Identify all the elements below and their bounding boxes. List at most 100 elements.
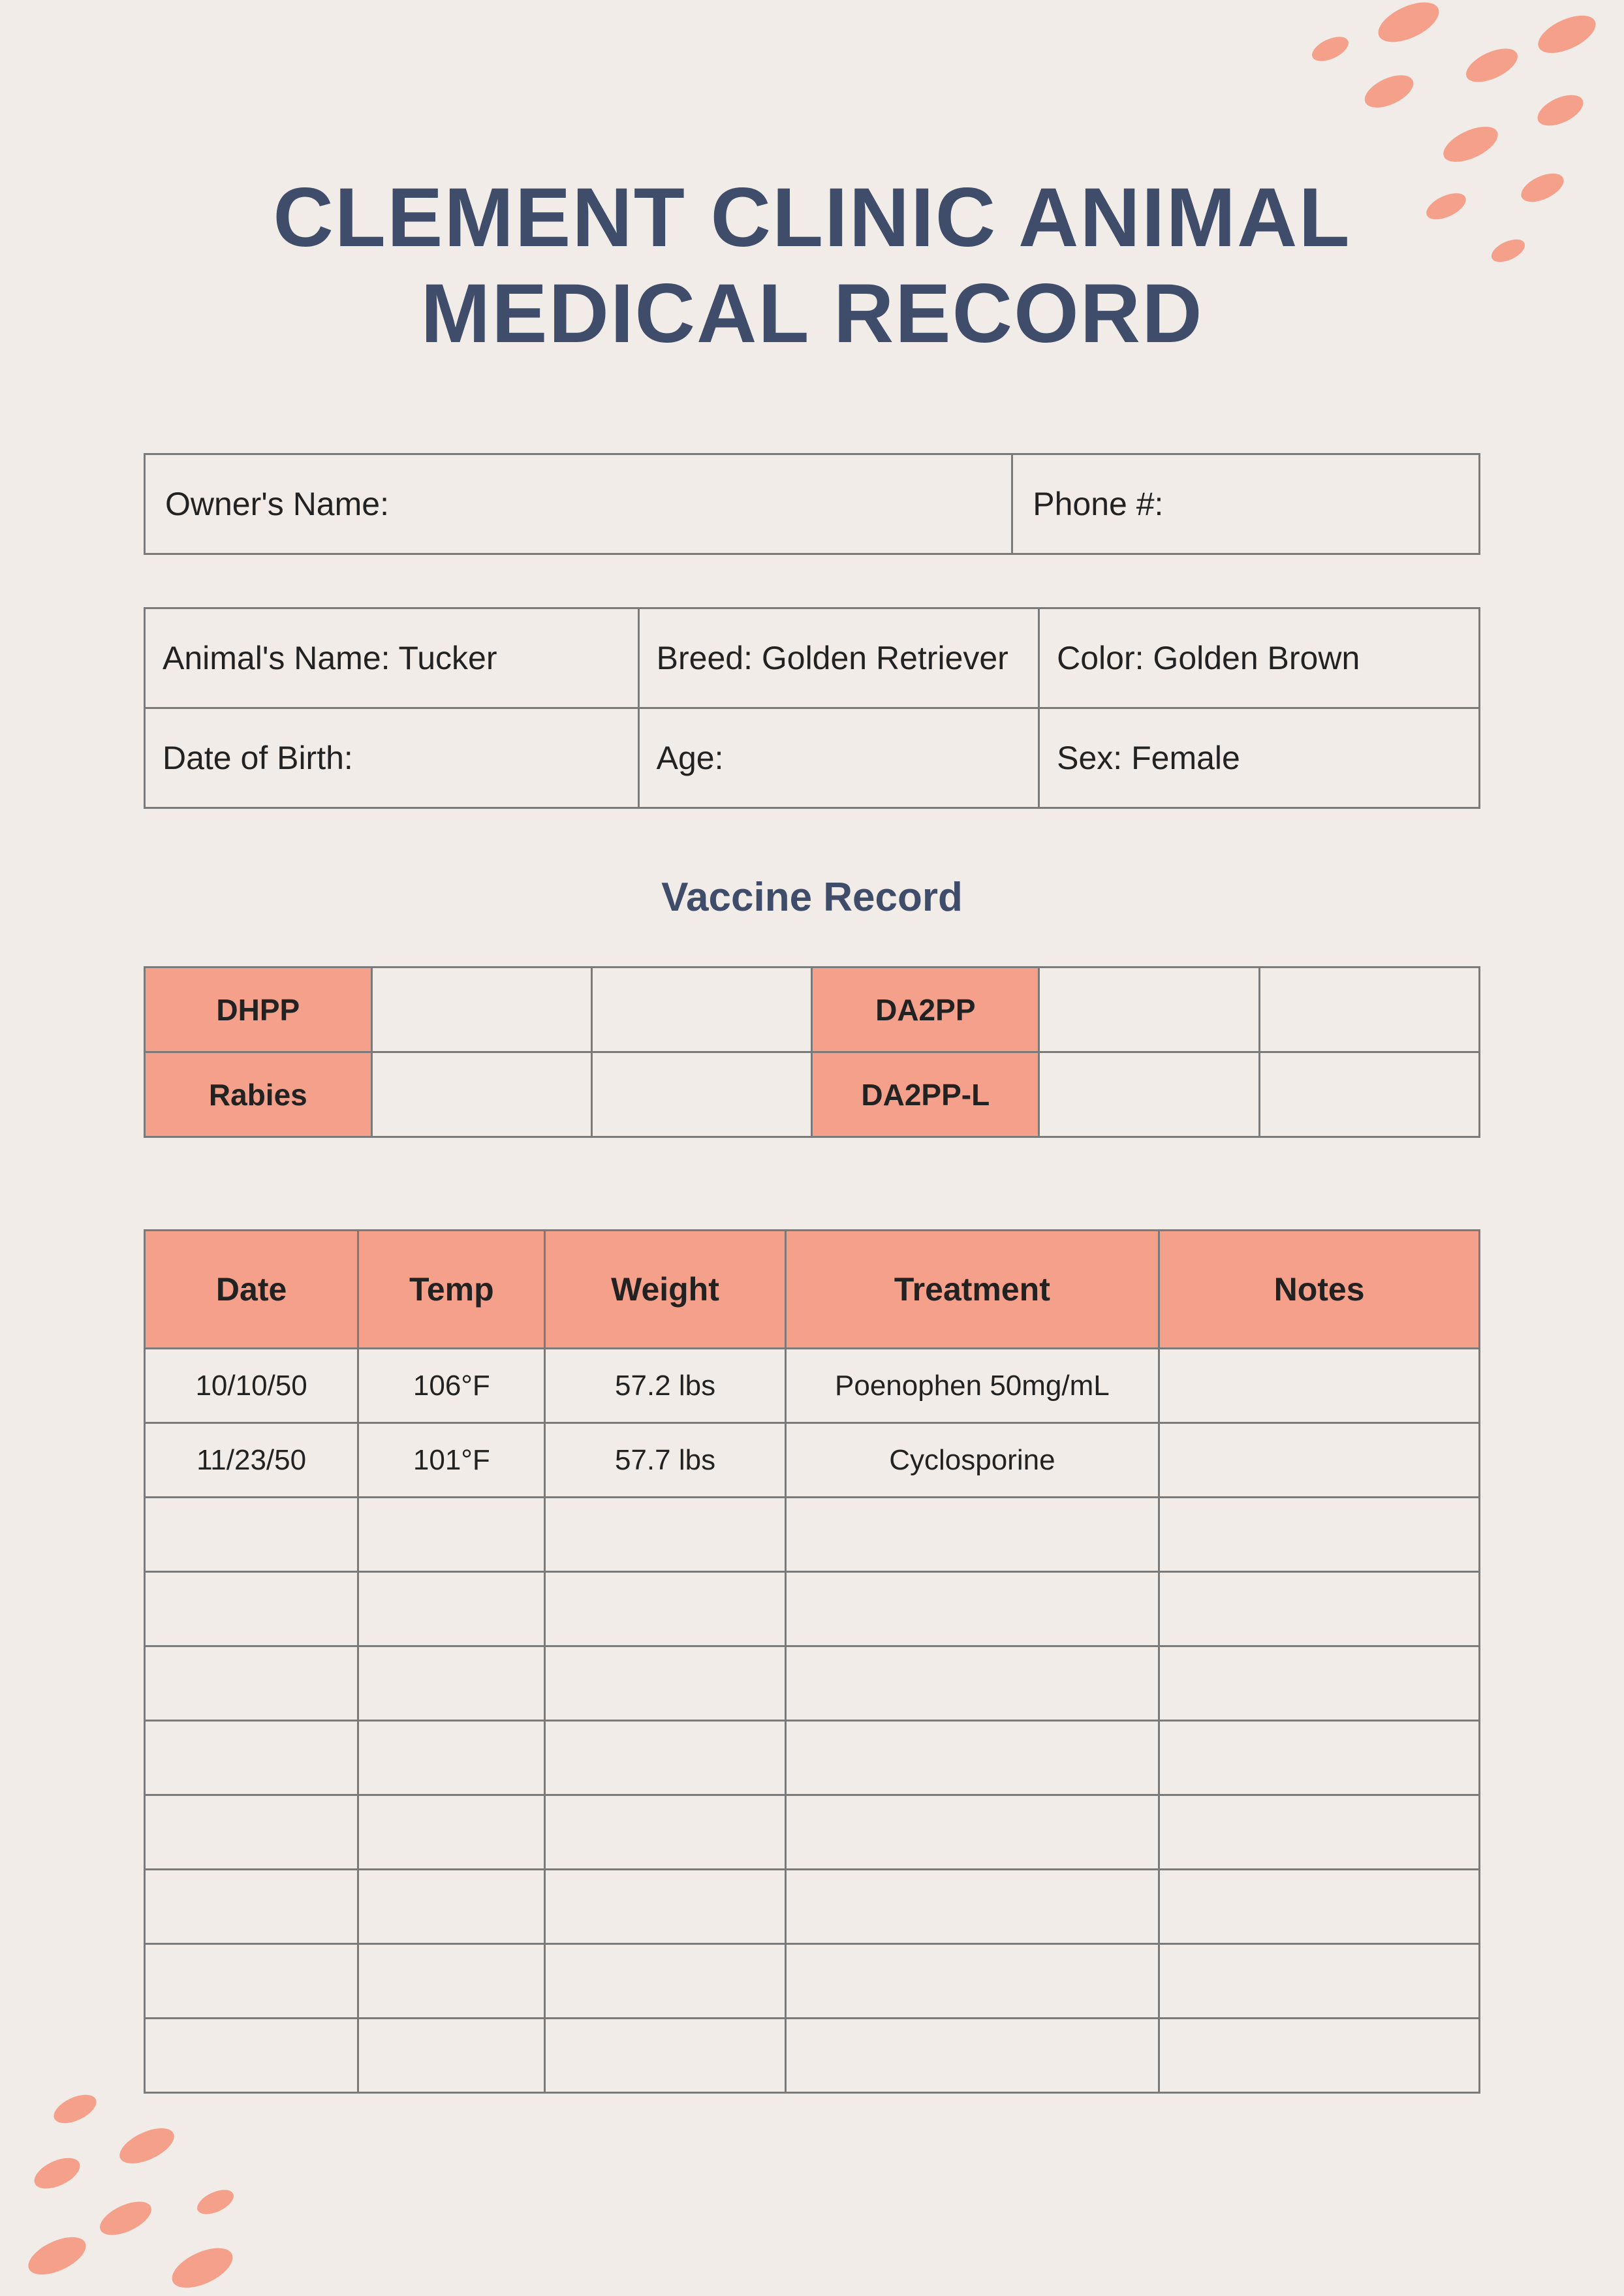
record-cell-temp: [358, 1572, 545, 1646]
record-cell-notes: [1159, 1349, 1480, 1423]
vaccine-row: DHPP DA2PP: [145, 967, 1480, 1052]
decoration-bottom: [0, 2062, 326, 2290]
record-cell-treatment: [785, 2019, 1159, 2093]
record-cell-date: [145, 1944, 358, 2019]
record-cell-date: [145, 1646, 358, 1721]
record-cell-notes: [1159, 1572, 1480, 1646]
record-cell-date: [145, 1795, 358, 1870]
record-cell-treatment: [785, 1572, 1159, 1646]
owner-name-label: Owner's Name:: [165, 486, 389, 522]
owner-name-cell: Owner's Name:: [145, 454, 1012, 554]
record-cell-weight: [545, 1795, 785, 1870]
vaccine-row: Rabies DA2PP-L: [145, 1052, 1480, 1137]
vaccine-cell: [1259, 1052, 1479, 1137]
record-col-treatment: Treatment: [785, 1231, 1159, 1349]
animal-age-cell: Age:: [638, 708, 1039, 808]
record-row: 11/23/50101°F57.7 lbsCyclosporine: [145, 1423, 1480, 1498]
animal-color-cell: Color: Golden Brown: [1039, 608, 1480, 708]
animal-breed-label: Breed:: [657, 640, 753, 676]
record-cell-date: [145, 2019, 358, 2093]
record-cell-treatment: [785, 1944, 1159, 2019]
record-cell-date: [145, 1721, 358, 1795]
animal-name-cell: Animal's Name: Tucker: [145, 608, 639, 708]
record-row: [145, 1572, 1480, 1646]
record-cell-weight: 57.2 lbs: [545, 1349, 785, 1423]
record-cell-temp: [358, 1646, 545, 1721]
record-cell-temp: [358, 1498, 545, 1572]
vaccine-cell: [592, 1052, 812, 1137]
record-cell-weight: [545, 1498, 785, 1572]
record-cell-date: 11/23/50: [145, 1423, 358, 1498]
animal-dob-cell: Date of Birth:: [145, 708, 639, 808]
record-cell-temp: 106°F: [358, 1349, 545, 1423]
vaccine-cell: [371, 1052, 591, 1137]
record-cell-notes: [1159, 2019, 1480, 2093]
record-col-notes: Notes: [1159, 1231, 1480, 1349]
record-cell-date: 10/10/50: [145, 1349, 358, 1423]
record-cell-temp: [358, 1870, 545, 1944]
vaccine-cell: [1259, 967, 1479, 1052]
record-cell-weight: [545, 1721, 785, 1795]
record-table: Date Temp Weight Treatment Notes 10/10/5…: [144, 1229, 1480, 2094]
animal-sex-label: Sex:: [1057, 740, 1122, 776]
owner-phone-cell: Phone #:: [1012, 454, 1480, 554]
animal-sex-value: Female: [1131, 740, 1240, 776]
animal-color-label: Color:: [1057, 640, 1144, 676]
record-cell-weight: [545, 1944, 785, 2019]
record-row: [145, 1795, 1480, 1870]
vaccine-cell: [592, 967, 812, 1052]
record-cell-treatment: [785, 1721, 1159, 1795]
record-row: [145, 1646, 1480, 1721]
vaccine-label: Rabies: [145, 1052, 372, 1137]
animal-age-label: Age:: [657, 740, 724, 776]
record-cell-treatment: [785, 1646, 1159, 1721]
record-row: [145, 1498, 1480, 1572]
record-cell-weight: [545, 1646, 785, 1721]
record-cell-temp: [358, 1944, 545, 2019]
record-col-date: Date: [145, 1231, 358, 1349]
record-cell-temp: [358, 1795, 545, 1870]
vaccine-table: DHPP DA2PP Rabies DA2PP-L: [144, 966, 1480, 1138]
record-cell-weight: 57.7 lbs: [545, 1423, 785, 1498]
record-cell-date: [145, 1870, 358, 1944]
vaccine-cell: [371, 967, 591, 1052]
animal-name-value: Tucker: [399, 640, 497, 676]
animal-table: Animal's Name: Tucker Breed: Golden Retr…: [144, 607, 1480, 809]
record-cell-notes: [1159, 1795, 1480, 1870]
record-cell-notes: [1159, 1721, 1480, 1795]
animal-breed-cell: Breed: Golden Retriever: [638, 608, 1039, 708]
record-cell-notes: [1159, 1944, 1480, 2019]
vaccine-label: DA2PP: [812, 967, 1039, 1052]
record-cell-weight: [545, 2019, 785, 2093]
record-cell-notes: [1159, 1423, 1480, 1498]
record-cell-date: [145, 1498, 358, 1572]
record-cell-temp: [358, 2019, 545, 2093]
record-cell-notes: [1159, 1646, 1480, 1721]
record-row: 10/10/50106°F57.2 lbsPoenophen 50mg/mL: [145, 1349, 1480, 1423]
record-row: [145, 1870, 1480, 1944]
animal-sex-cell: Sex: Female: [1039, 708, 1480, 808]
record-cell-temp: [358, 1721, 545, 1795]
vaccine-section-title: Vaccine Record: [144, 874, 1480, 920]
record-cell-treatment: [785, 1870, 1159, 1944]
record-cell-treatment: [785, 1795, 1159, 1870]
owner-table: Owner's Name: Phone #:: [144, 453, 1480, 555]
record-cell-notes: [1159, 1498, 1480, 1572]
vaccine-cell: [1039, 1052, 1259, 1137]
record-col-weight: Weight: [545, 1231, 785, 1349]
record-cell-treatment: Cyclosporine: [785, 1423, 1159, 1498]
page-title: CLEMENT CLINIC ANIMAL MEDICAL RECORD: [144, 170, 1480, 362]
vaccine-label: DHPP: [145, 967, 372, 1052]
animal-dob-label: Date of Birth:: [163, 740, 353, 776]
record-cell-temp: 101°F: [358, 1423, 545, 1498]
owner-phone-label: Phone #:: [1033, 486, 1163, 522]
record-col-temp: Temp: [358, 1231, 545, 1349]
record-cell-treatment: [785, 1498, 1159, 1572]
record-cell-weight: [545, 1572, 785, 1646]
animal-breed-value: Golden Retriever: [762, 640, 1008, 676]
record-cell-notes: [1159, 1870, 1480, 1944]
record-row: [145, 1944, 1480, 2019]
record-row: [145, 2019, 1480, 2093]
vaccine-label: DA2PP-L: [812, 1052, 1039, 1137]
record-row: [145, 1721, 1480, 1795]
